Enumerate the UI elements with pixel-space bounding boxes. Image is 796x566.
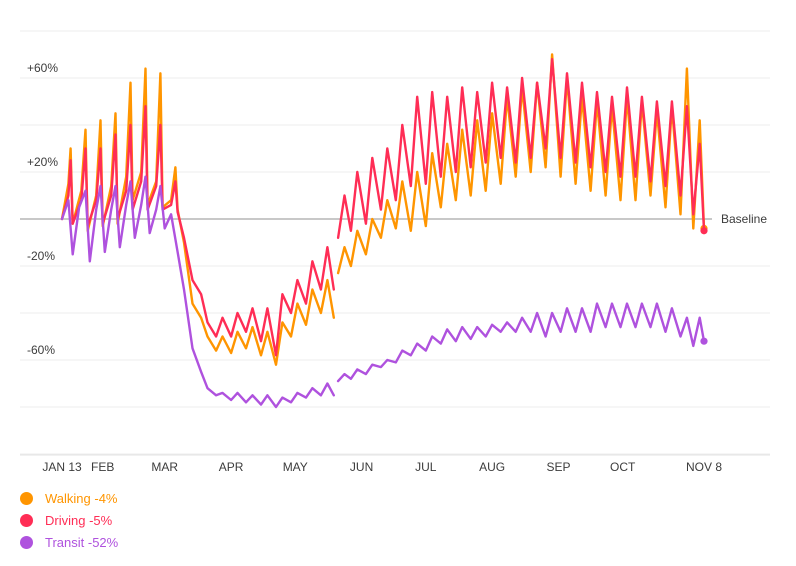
driving-line-segment bbox=[60, 104, 335, 357]
baseline-label: Baseline bbox=[721, 212, 767, 226]
y-tick-label: -20% bbox=[27, 249, 55, 263]
x-tick-label: APR bbox=[219, 460, 244, 474]
y-tick-label: +60% bbox=[27, 61, 58, 75]
x-tick-label: AUG bbox=[479, 460, 505, 474]
legend-item-walking: Walking -4% bbox=[20, 487, 118, 509]
legend-item-driving: Driving -5% bbox=[20, 509, 118, 531]
x-tick-label: OCT bbox=[610, 460, 636, 474]
legend-item-transit: Transit -52% bbox=[20, 531, 118, 553]
y-axis-tick-labels: +60% +20% -20% -60% bbox=[27, 61, 58, 357]
x-tick-label: FEB bbox=[91, 460, 114, 474]
series-lines bbox=[60, 53, 708, 409]
transit-line-segment bbox=[60, 175, 335, 409]
driving-end-point bbox=[700, 227, 708, 235]
driving-color-swatch bbox=[20, 513, 33, 527]
x-tick-label: NOV 8 bbox=[686, 460, 722, 474]
transit-end-point bbox=[700, 337, 708, 345]
x-tick-label: MAR bbox=[151, 460, 178, 474]
x-tick-label: JAN 13 bbox=[42, 460, 82, 474]
x-axis-tick-labels: JAN 13 FEB MAR APR MAY JUN JUL AUG SEP OCT NOV 8 bbox=[42, 460, 722, 474]
chart-legend: Walking -4% Driving -5% Transit -52% bbox=[20, 487, 118, 553]
driving-line-segment bbox=[336, 58, 706, 240]
transit-line-segment bbox=[336, 302, 706, 383]
x-tick-label: JUN bbox=[350, 460, 373, 474]
y-tick-label: -60% bbox=[27, 343, 55, 357]
legend-label-driving: Driving -5% bbox=[45, 512, 113, 528]
x-tick-label: JUL bbox=[415, 460, 437, 474]
mobility-line-chart: +60% +20% -20% -60% JAN 13 FEB MAR APR MAY JUN JU… bbox=[20, 30, 770, 474]
x-tick-label: SEP bbox=[546, 460, 570, 474]
transit-color-swatch bbox=[20, 535, 33, 549]
gridlines bbox=[20, 30, 770, 456]
walking-color-swatch bbox=[20, 491, 33, 505]
legend-label-walking: Walking -4% bbox=[45, 490, 118, 506]
y-tick-label: +20% bbox=[27, 155, 58, 169]
x-tick-label: MAY bbox=[283, 460, 308, 474]
walking-line-segment bbox=[60, 67, 335, 366]
legend-label-transit: Transit -52% bbox=[45, 534, 119, 550]
